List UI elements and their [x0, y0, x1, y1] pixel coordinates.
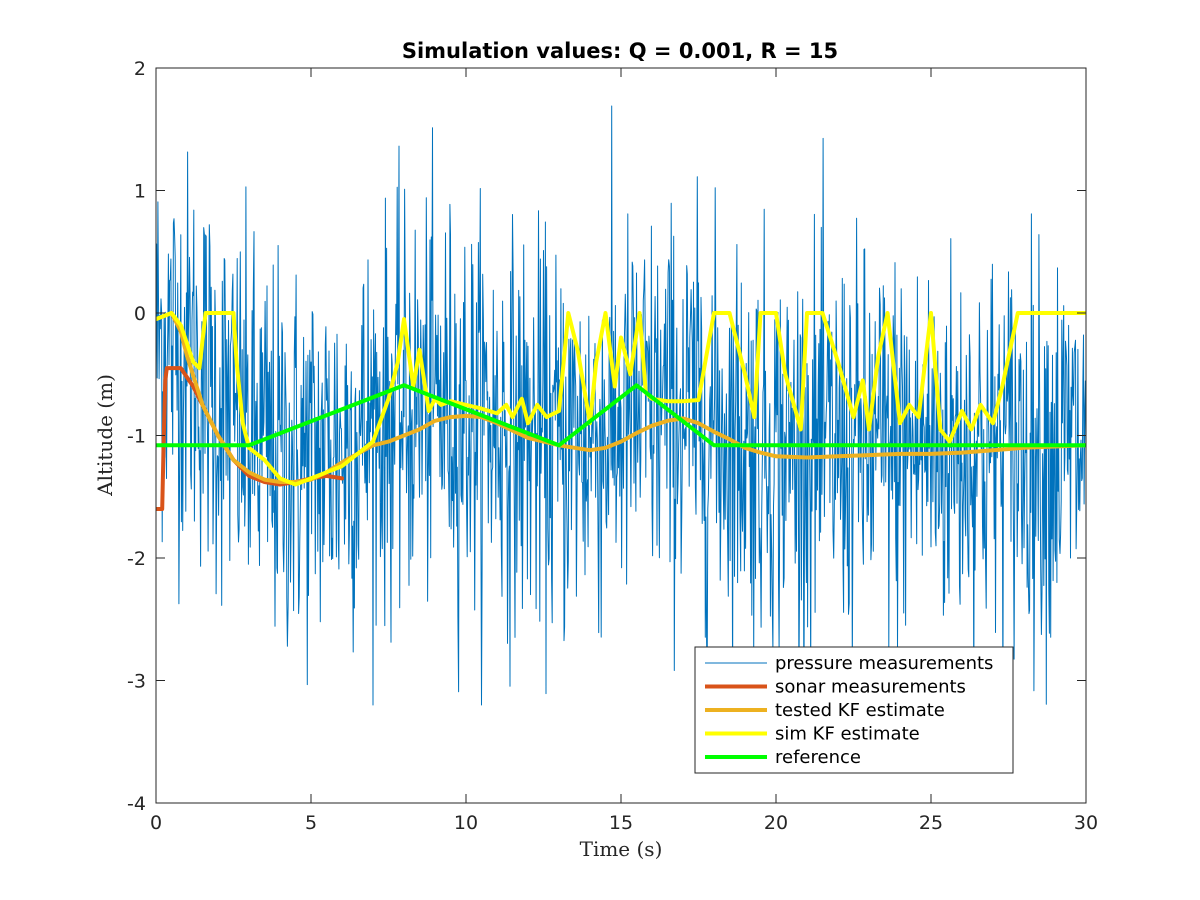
y-axis-label: Altitude (m) — [93, 374, 117, 497]
x-tick-label: 30 — [1074, 812, 1098, 834]
y-tick-label: 0 — [134, 303, 146, 325]
legend: pressure measurements sonar measurementst… — [694, 646, 1014, 774]
x-axis: 0 5 10 15 20 25 30 — [150, 68, 1098, 834]
legend-label: sim KF estimate — [775, 724, 920, 745]
x-tick-label: 20 — [764, 812, 788, 834]
legend-label: tested KF estimate — [775, 700, 945, 721]
x-tick-label: 10 — [454, 812, 478, 834]
x-axis-label: Time (s) — [580, 837, 663, 861]
x-tick-label: 0 — [150, 812, 162, 834]
y-tick-label: -4 — [127, 793, 146, 815]
y-tick-label: -3 — [127, 671, 146, 693]
x-tick-label: 15 — [609, 812, 633, 834]
y-tick-label: 2 — [134, 58, 146, 80]
legend-label: reference — [775, 747, 861, 768]
series-layer — [156, 105, 1086, 706]
y-tick-label: -1 — [127, 426, 146, 448]
y-axis: -4 -3 -2 -1 0 1 2 — [127, 58, 1086, 815]
y-tick-label: -2 — [127, 548, 146, 570]
y-tick-label: 1 — [134, 181, 146, 203]
legend-label: sonar measurements — [775, 677, 966, 698]
series-line-pressure-measurements — [156, 105, 1086, 706]
legend-label: pressure measurements — [775, 653, 993, 674]
x-tick-label: 5 — [305, 812, 317, 834]
chart-title: Simulation values: Q = 0.001, R = 15 — [402, 39, 838, 63]
series-line-tested-KF-estimate — [156, 311, 1086, 484]
series-line-reference — [156, 383, 1086, 448]
series-line-sim-KF-estimate — [156, 311, 1086, 487]
x-tick-label: 25 — [919, 812, 943, 834]
